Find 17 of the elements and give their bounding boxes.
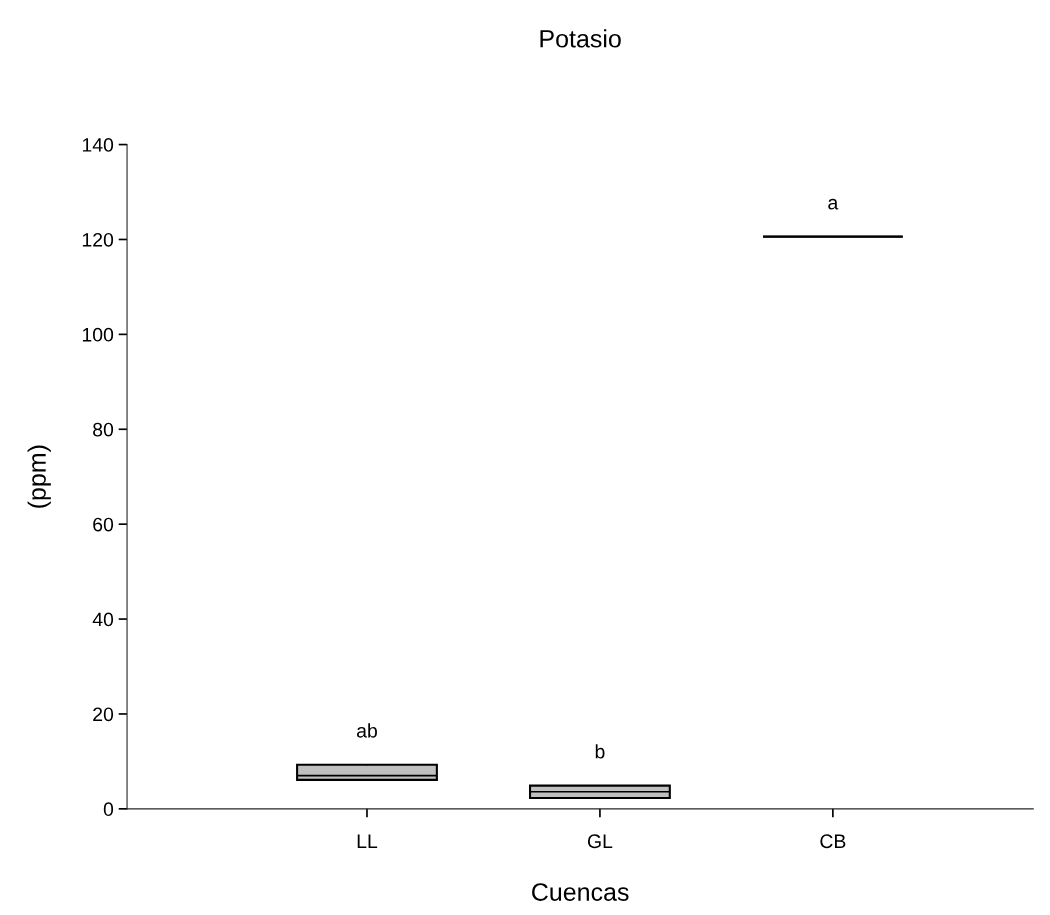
y-tick-label: 80: [93, 422, 114, 437]
y-tick-label: 20: [93, 707, 114, 722]
y-tick-label: 40: [92, 612, 114, 627]
y-tick-label: 0: [103, 802, 114, 817]
annotation: a: [828, 198, 839, 210]
x-axis-title: Cuencas: [532, 883, 629, 901]
y-tick-label: 140: [82, 138, 114, 152]
chart-title: Potasio: [540, 29, 621, 48]
y-tick-label: 120: [82, 232, 114, 247]
x-tick-label: GL: [587, 834, 613, 849]
y-tick-label: 60: [93, 517, 114, 532]
annotation: ab: [357, 723, 377, 738]
x-tick-label: LL: [357, 834, 378, 848]
annotation: b: [595, 744, 605, 759]
y-tick-label: 100: [82, 327, 114, 342]
x-tick-label: CB: [820, 834, 846, 849]
y-axis-title: (ppm): [27, 445, 51, 508]
